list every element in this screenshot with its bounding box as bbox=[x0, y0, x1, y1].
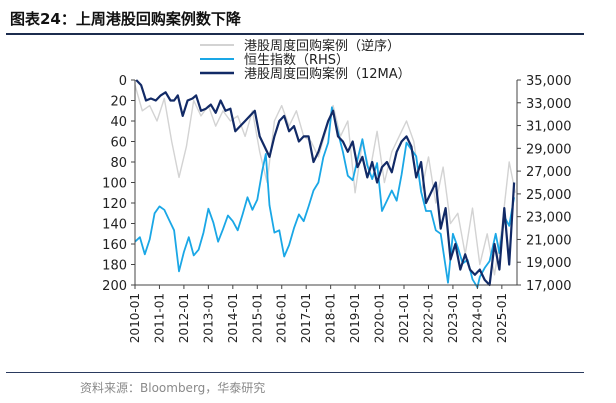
x-tick-label: 2022-01 bbox=[421, 293, 435, 343]
series-line-2 bbox=[134, 106, 515, 289]
y-right-tick-label: 19,000 bbox=[526, 256, 572, 271]
page-edge bbox=[606, 0, 616, 403]
y-right-tick-label: 23,000 bbox=[526, 211, 572, 226]
axes-layer: 0 20 40 60 80 100 120 140 160 180 200 17,000 19,000 2… bbox=[102, 74, 571, 343]
series-line-3 bbox=[135, 79, 516, 287]
y-left-tick-label: 180 bbox=[102, 259, 127, 274]
y-left-tick-label: 80 bbox=[110, 156, 127, 171]
y-right-tick-label: 17,000 bbox=[526, 279, 572, 294]
y-left-tick-label: 120 bbox=[102, 197, 127, 212]
y-left-tick-label: 200 bbox=[102, 279, 127, 294]
y-right-tick-label: 21,000 bbox=[526, 233, 572, 248]
y-right-tick-label: 35,000 bbox=[526, 74, 572, 89]
x-tick-label: 2011-01 bbox=[152, 293, 166, 343]
y-left-tick-label: 0 bbox=[119, 74, 127, 89]
y-left-tick-label: 40 bbox=[110, 115, 127, 130]
x-tick-label: 2010-01 bbox=[128, 293, 142, 343]
x-tick-label: 2014-01 bbox=[226, 293, 240, 343]
chart-header: 图表24：上周港股回购案例数下降 bbox=[0, 0, 600, 35]
y-left-tick-label: 140 bbox=[102, 218, 127, 233]
title-divider bbox=[6, 33, 584, 35]
x-tick-label: 2012-01 bbox=[177, 293, 191, 343]
y-right-tick-label: 29,000 bbox=[526, 142, 572, 157]
line-chart: 0 20 40 60 80 100 120 140 160 180 200 17,000 19,000 2… bbox=[102, 38, 571, 343]
chart-title: 图表24：上周港股回购案例数下降 bbox=[10, 10, 241, 28]
x-tick-label: 2023-01 bbox=[446, 293, 460, 343]
x-tick-label: 2021-01 bbox=[397, 293, 411, 343]
legend-label-2: 恒生指数（RHS） bbox=[244, 53, 349, 68]
y-left-tick-label: 160 bbox=[102, 238, 127, 253]
y-left-tick-label: 100 bbox=[102, 177, 127, 192]
y-right-tick-label: 27,000 bbox=[526, 165, 572, 180]
source-divider bbox=[6, 372, 584, 373]
x-tick-label: 2019-01 bbox=[348, 293, 362, 343]
x-tick-label: 2024-01 bbox=[470, 293, 484, 343]
x-tick-label: 2017-01 bbox=[299, 293, 313, 343]
chart-legend: 港股周度回购案例（逆序）恒生指数（RHS）港股周度回购案例（12MA） bbox=[200, 38, 411, 82]
x-tick-label: 2025-01 bbox=[495, 293, 509, 343]
x-tick-label: 2020-01 bbox=[373, 293, 387, 343]
legend-label-3: 港股周度回购案例（12MA） bbox=[244, 66, 411, 82]
x-tick-label: 2013-01 bbox=[201, 293, 215, 343]
y-left-tick-label: 20 bbox=[110, 95, 127, 110]
y-right-tick-label: 33,000 bbox=[526, 97, 572, 112]
series-layer bbox=[134, 79, 516, 289]
x-tick-label: 2018-01 bbox=[324, 293, 338, 343]
source-note: 资料来源：Bloomberg，华泰研究 bbox=[80, 381, 266, 395]
x-tick-label: 2015-01 bbox=[250, 293, 264, 343]
x-tick-label: 2016-01 bbox=[275, 293, 289, 343]
y-right-tick-label: 25,000 bbox=[526, 188, 572, 203]
y-left-tick-label: 60 bbox=[110, 136, 127, 151]
legend-label-1: 港股周度回购案例（逆序） bbox=[244, 38, 400, 54]
y-right-tick-label: 31,000 bbox=[526, 120, 572, 135]
